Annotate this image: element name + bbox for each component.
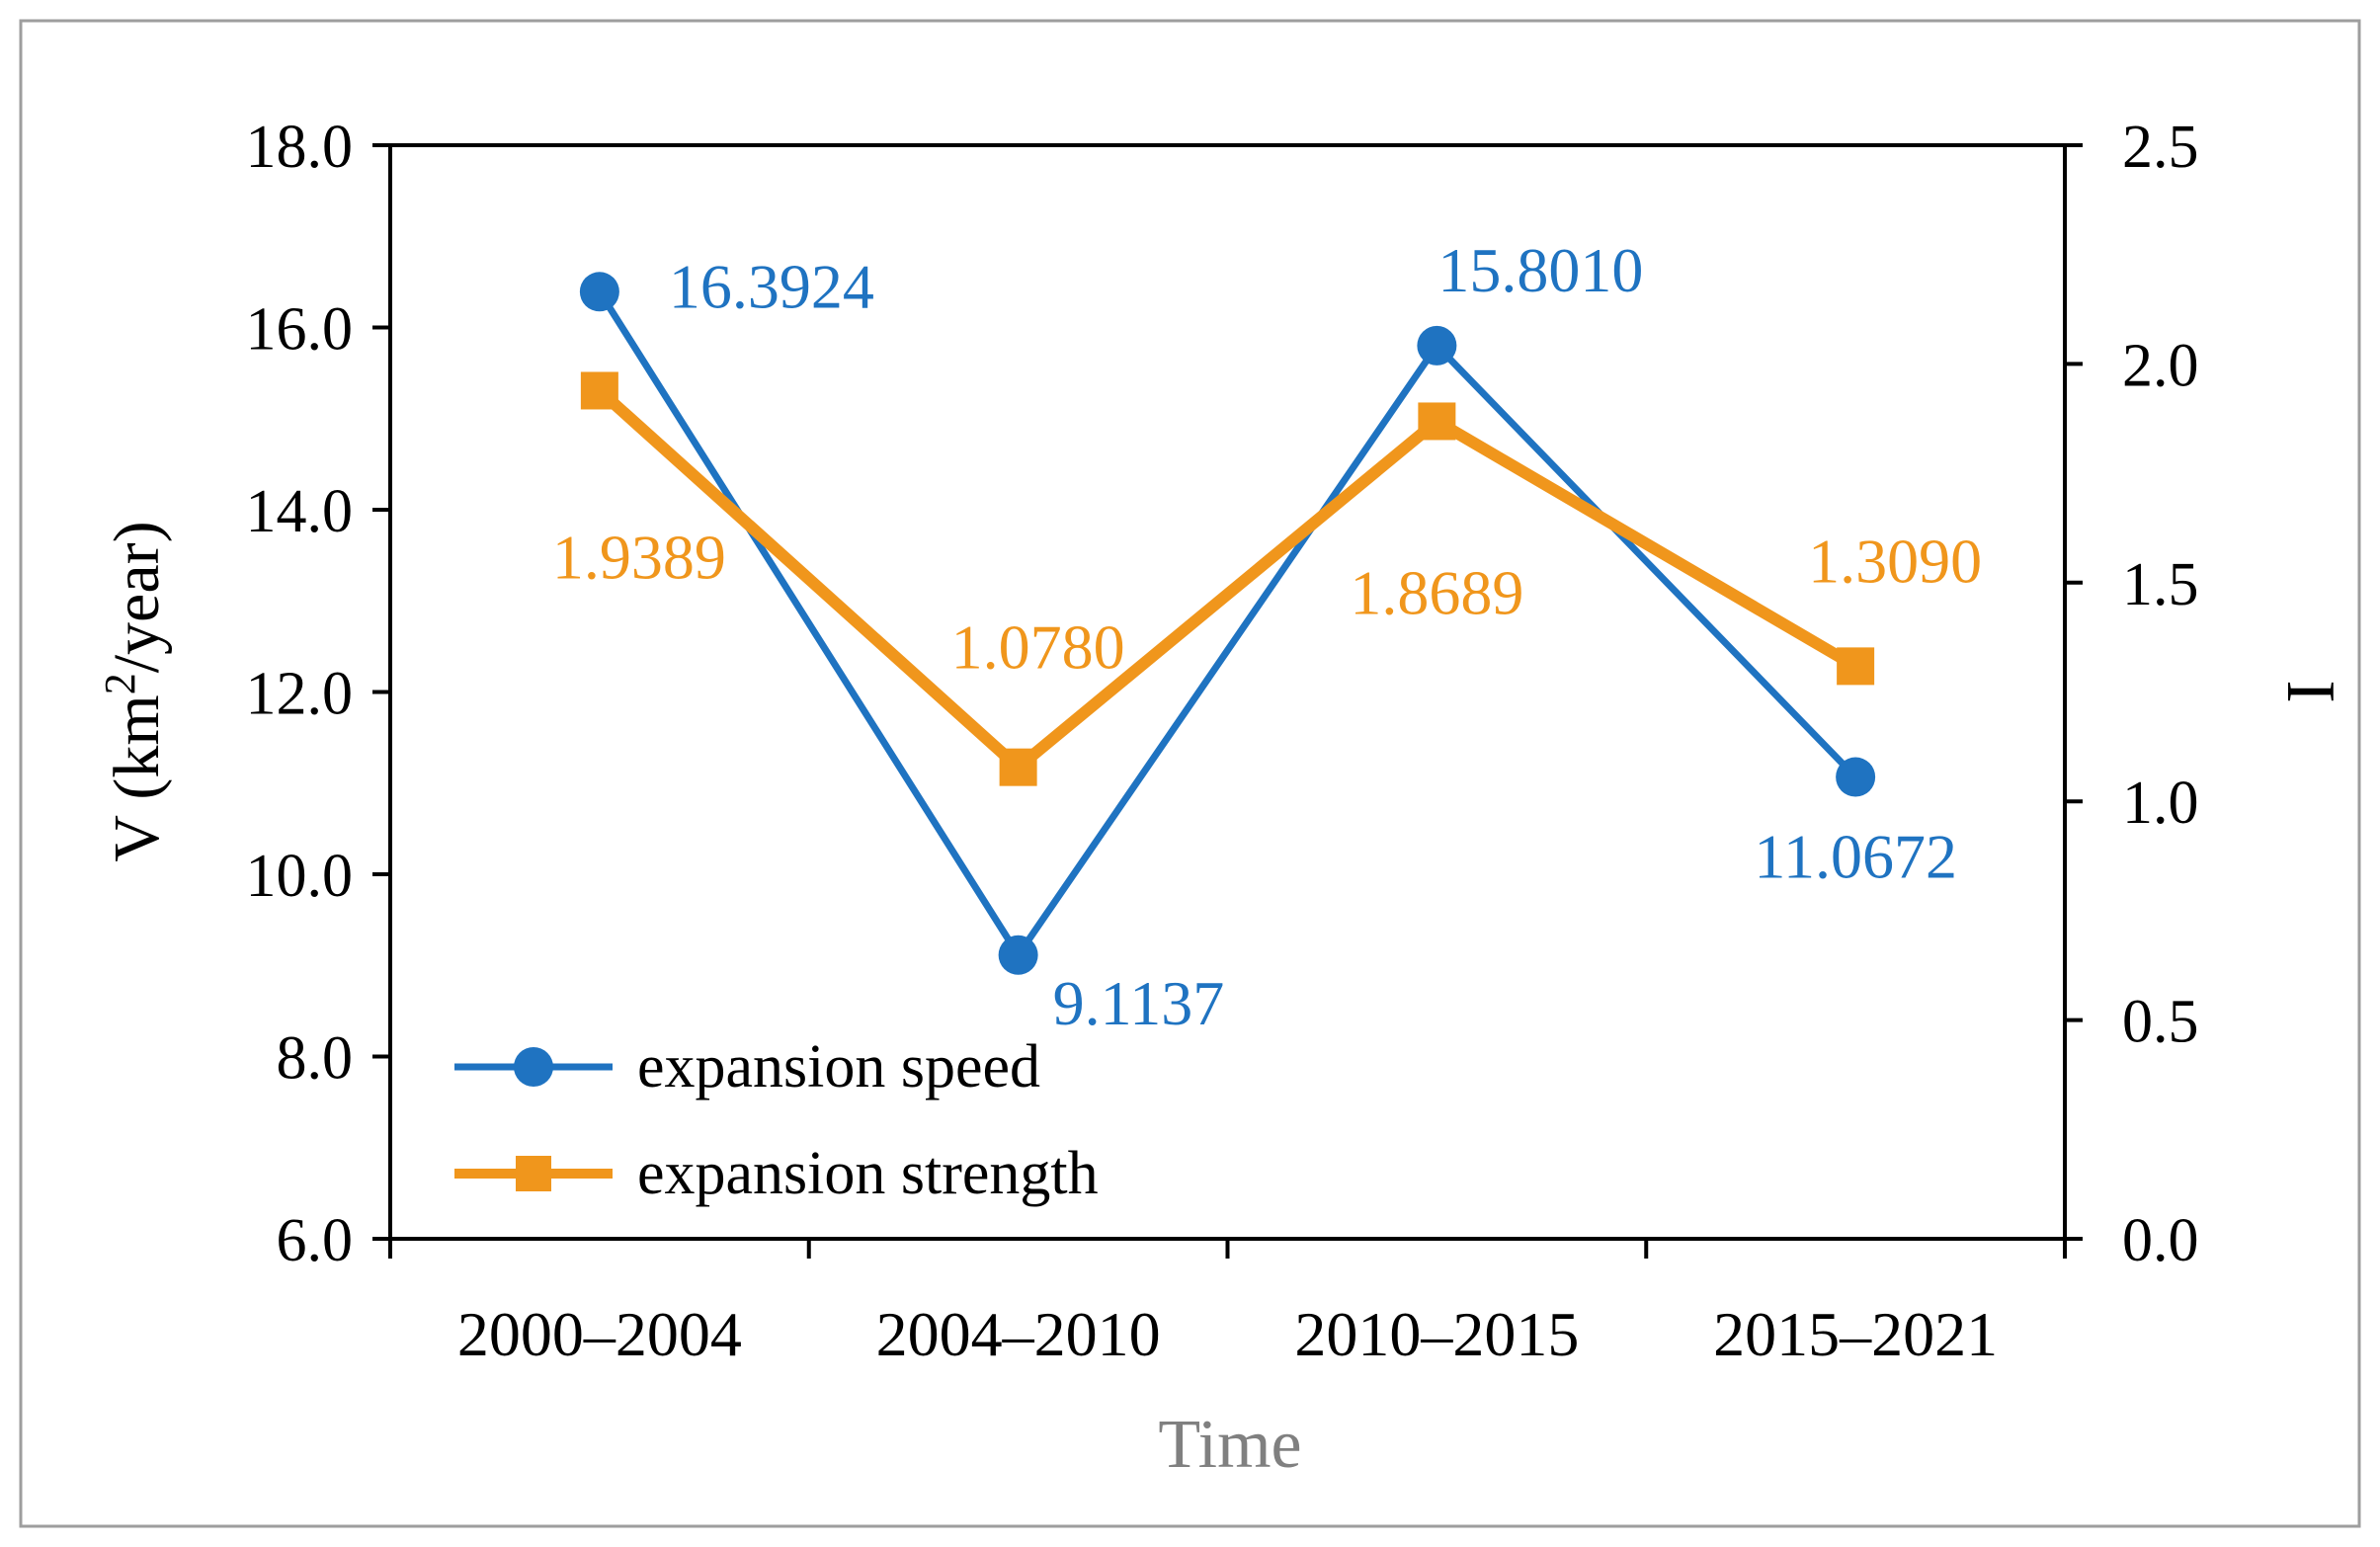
strength-marker-1 [999,748,1037,786]
left-axis-ticks: 6.0 8.0 10.0 12.0 14.0 16.0 18.0 [246,114,390,1274]
right-tick-label-2: 1.0 [2122,770,2199,837]
right-tick-label-0: 0.0 [2122,1207,2199,1274]
series-expansion-speed [579,272,1876,975]
speed-marker-3 [1836,757,1876,797]
right-tick-label-1: 0.5 [2122,989,2199,1056]
x-axis-title: Time [1158,1407,1301,1483]
y-axis-left-title-pre: V (km [101,694,173,861]
left-tick-label-1: 8.0 [277,1025,354,1093]
right-tick-label-3: 1.5 [2122,551,2199,618]
legend: expansion speed expansion strength [454,1033,1099,1207]
legend-strength-marker [516,1156,551,1191]
speed-data-label-0: 16.3924 [669,251,874,321]
left-tick-label-3: 12.0 [246,661,354,728]
chart-border [19,19,2361,1528]
data-labels: 16.3924 9.1137 15.8010 11.0672 1.9389 1.0780 1… [552,235,1982,1038]
x-tick-label-1: 2004–2010 [876,1299,1161,1369]
strength-data-label-1: 1.0780 [951,612,1125,683]
strength-marker-3 [1837,647,1875,686]
legend-strength-label: expansion strength [637,1140,1099,1207]
speed-data-label-3: 11.0672 [1754,822,1957,892]
speed-data-label-1: 9.1137 [1053,968,1225,1038]
legend-speed-marker [514,1047,553,1087]
x-tick-label-0: 2000–2004 [457,1299,742,1369]
strength-marker-0 [580,371,618,410]
left-tick-label-6: 18.0 [246,114,354,181]
x-tick-label-3: 2015–2021 [1713,1299,1998,1369]
y-axis-left-title-sup: 2 [96,673,144,694]
left-tick-label-2: 10.0 [246,843,354,910]
left-tick-label-0: 6.0 [277,1207,354,1274]
legend-item-expansion-speed: expansion speed [454,1033,1040,1100]
right-tick-label-5: 2.5 [2122,114,2199,181]
x-tick-label-2: 2010–2015 [1294,1299,1579,1369]
speed-line [596,289,1858,959]
y-axis-right-title: I [2272,680,2348,702]
y-axis-left-title: V (km2/year) [96,521,173,861]
left-tick-label-5: 16.0 [246,296,354,364]
speed-marker-0 [579,272,619,312]
strength-line [595,385,1859,775]
right-tick-label-4: 2.0 [2122,332,2199,399]
strength-data-label-0: 1.9389 [552,522,726,592]
strength-data-label-2: 1.8689 [1350,557,1523,627]
legend-speed-label: expansion speed [637,1033,1040,1100]
strength-data-label-3: 1.3090 [1808,526,1982,596]
legend-item-expansion-strength: expansion strength [454,1140,1099,1207]
y-axis-left-title-post: /year) [101,521,173,673]
speed-marker-2 [1417,325,1457,366]
x-axis-ticks: 2000–2004 2004–2010 2010–2015 2015–2021 [388,1239,2067,1369]
left-tick-label-4: 14.0 [246,478,354,545]
right-axis-ticks: 0.0 0.5 1.0 1.5 2.0 2.5 [2065,114,2199,1274]
strength-marker-2 [1418,402,1456,441]
speed-data-label-2: 15.8010 [1437,235,1643,305]
series-expansion-strength [580,371,1875,786]
speed-marker-1 [998,935,1038,975]
